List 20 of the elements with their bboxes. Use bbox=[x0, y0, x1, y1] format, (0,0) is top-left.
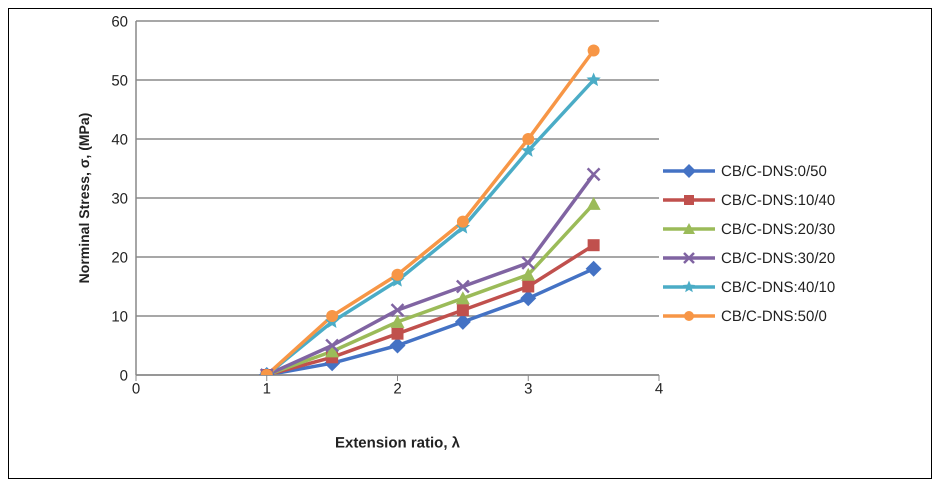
x-axis-title: Extension ratio, λ bbox=[334, 434, 461, 452]
y-tick-label: 60 bbox=[111, 13, 128, 30]
x-tick-label: 2 bbox=[393, 380, 402, 398]
x-tick-label: 3 bbox=[524, 380, 532, 398]
y-tick-label: 20 bbox=[111, 249, 128, 266]
y-tick-label: 0 bbox=[120, 367, 128, 384]
y-tick-label: 40 bbox=[111, 131, 128, 148]
legend-label: CB/C-DNS:20/30 bbox=[721, 220, 836, 238]
legend-label: CB/C-DNS:0/50 bbox=[721, 162, 827, 180]
y-tick-label: 50 bbox=[111, 72, 128, 90]
x-tick-label: 4 bbox=[654, 380, 664, 398]
legend-label: CB/C-DNS:40/10 bbox=[721, 278, 836, 296]
legend-label: CB/C-DNS:50/0 bbox=[721, 308, 827, 324]
y-tick-label: 30 bbox=[111, 190, 128, 208]
y-axis-title: Norminal Stress, σ, (MPa) bbox=[76, 112, 92, 284]
legend-label: CB/C-DNS:10/40 bbox=[721, 192, 836, 208]
legend-label: CB/C-DNS:30/20 bbox=[721, 250, 836, 266]
x-tick-label: 0 bbox=[132, 380, 140, 398]
y-tick-label: 10 bbox=[111, 308, 128, 326]
x-tick-label: 1 bbox=[262, 380, 271, 398]
